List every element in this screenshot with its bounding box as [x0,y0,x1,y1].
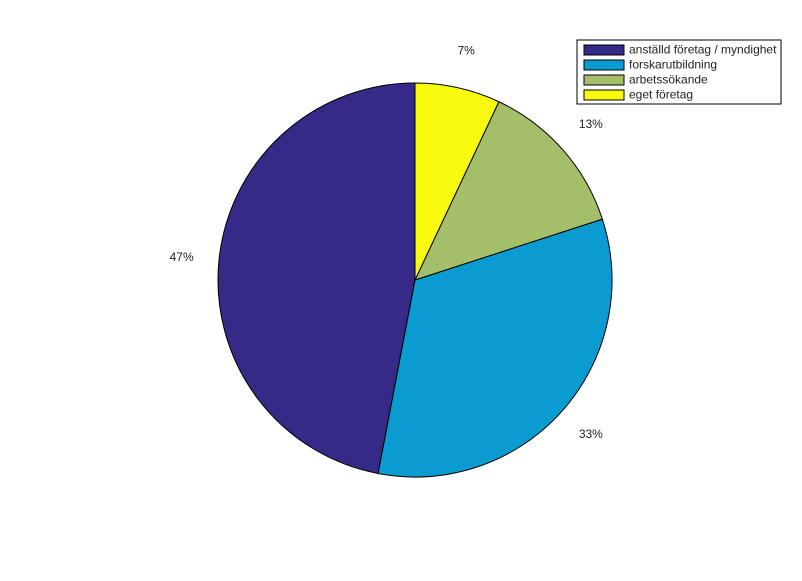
pie-slice [414,101,603,281]
legend: anställd företag / myndighetforskarutbil… [576,39,782,105]
legend-label: arbetssökande [629,73,708,87]
legend-label: anställd företag / myndighet [629,43,777,57]
slice-label: 13% [579,117,603,131]
legend-swatch [583,59,625,71]
legend-swatch [583,74,625,86]
legend-swatch [583,89,625,101]
slice-label: 33% [579,427,603,441]
pie-slice [377,218,613,478]
slice-label: 7% [457,43,475,57]
pie-slice [414,82,500,281]
legend-label: eget företag [629,88,693,102]
pie-slice [217,82,416,475]
legend-swatch [583,44,625,56]
legend-label: forskarutbildning [629,58,717,72]
slice-label: 47% [170,250,194,264]
